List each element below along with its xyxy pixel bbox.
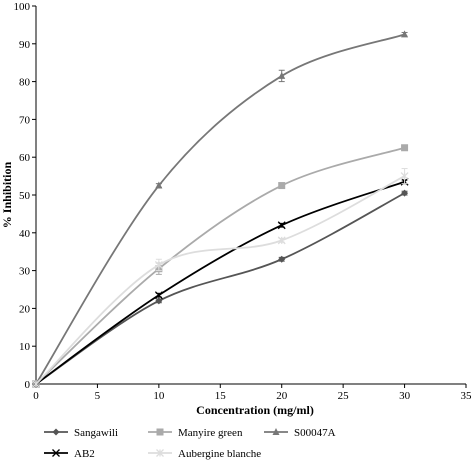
legend-marker (272, 428, 280, 435)
series-ab2 (32, 177, 409, 388)
series-line (35, 33, 405, 385)
y-tick-label: 60 (19, 152, 31, 164)
x-tick-label: 25 (338, 390, 350, 402)
legend-label: S00047A (294, 427, 336, 439)
legend-marker (156, 428, 164, 436)
axes: 0 10 20 30 40 50 60 70 80 90 100 0 5 10 15 20 25 30 35 (14, 1, 473, 402)
x-axis-title: Concentration (mg/ml) (196, 403, 314, 417)
data-point (277, 221, 286, 230)
legend-item: AB2 (44, 448, 95, 460)
legend-label: AB2 (74, 448, 95, 460)
series-line (35, 180, 405, 385)
legend-marker (156, 449, 164, 457)
series-layer (32, 30, 409, 388)
data-point (278, 71, 286, 79)
series-aubergine-blanche (32, 168, 409, 388)
data-point (154, 260, 163, 269)
data-point (401, 189, 409, 197)
legend-label: Aubergine blanche (178, 448, 261, 460)
y-tick-label: 100 (14, 1, 31, 13)
y-tick-label: 0 (25, 379, 31, 391)
data-point (154, 291, 163, 300)
x-tick-label: 5 (95, 390, 101, 402)
series-line (35, 175, 405, 385)
y-tick-label: 40 (19, 228, 31, 240)
legend-item: Aubergine blanche (148, 448, 261, 460)
legend-item: Sangawili (44, 427, 118, 439)
legend: Sangawili Manyire green S00047A AB2 Aubergin… (44, 427, 336, 460)
x-tick-label: 10 (153, 390, 165, 402)
y-tick-label: 80 (19, 77, 31, 89)
y-tick-label: 90 (19, 39, 31, 51)
series-line (35, 146, 405, 385)
data-point (278, 255, 286, 263)
data-point (400, 172, 409, 181)
data-point (401, 144, 409, 152)
legend-label: Sangawili (74, 427, 118, 439)
legend-item: Manyire green (148, 427, 243, 439)
legend-item: S00047A (264, 427, 336, 439)
data-point (401, 30, 409, 38)
y-tick-label: 20 (19, 303, 31, 315)
x-tick-label: 15 (215, 390, 227, 402)
y-axis-title: % Inhibition (0, 161, 14, 228)
y-tick-label: 30 (19, 266, 31, 278)
x-tick-label: 0 (33, 390, 39, 402)
x-tick-label: 35 (461, 390, 473, 402)
x-tick-label: 20 (276, 390, 288, 402)
legend-marker (52, 449, 60, 457)
y-tick-label: 50 (19, 190, 31, 202)
data-point (155, 297, 163, 305)
x-tick-label: 30 (399, 390, 411, 402)
legend-marker (52, 428, 60, 436)
data-point (155, 181, 163, 189)
series-sangawili (32, 189, 409, 388)
y-tick-label: 70 (19, 114, 31, 126)
data-point (278, 182, 286, 190)
data-point (277, 236, 286, 245)
legend-label: Manyire green (178, 427, 243, 439)
data-point (32, 380, 40, 388)
y-tick-label: 10 (19, 341, 31, 353)
series-manyire-green (32, 144, 409, 388)
